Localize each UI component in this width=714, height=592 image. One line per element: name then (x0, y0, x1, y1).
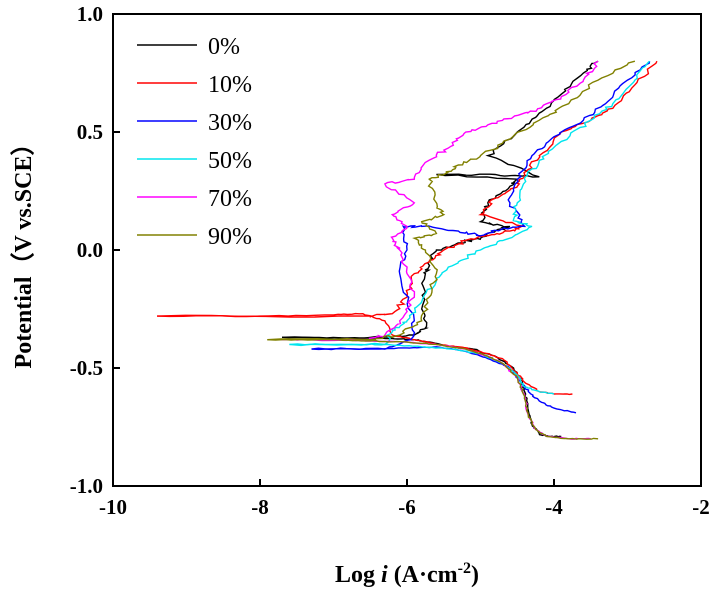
x-tick-label: -4 (545, 495, 563, 519)
series-30pct-cathodic-line (311, 346, 577, 414)
legend-label-10pct: 10% (208, 72, 252, 98)
legend-label-30pct: 30% (208, 110, 252, 136)
series-70pct-anodic-line (274, 60, 599, 342)
series-70pct-cathodic-line (274, 338, 591, 440)
x-axis-label: Log i (A·cm-2) (335, 560, 479, 588)
series-layer (157, 60, 658, 440)
legend-label-70pct: 70% (208, 186, 252, 212)
series-10pct-cathodic-line (157, 312, 573, 396)
x-tick-label: -8 (251, 495, 269, 519)
legend: 0% 10% 30% 50% 70% 90% (137, 34, 252, 250)
legend-label-50pct: 50% (208, 148, 252, 174)
x-tick-label: -2 (692, 495, 710, 519)
series-90pct-anodic-line (267, 60, 636, 341)
series-90pct-cathodic-line (267, 338, 599, 440)
y-axis-label: Potential（V vs.SCE） (10, 132, 37, 369)
series-30pct-anodic-line (311, 61, 651, 351)
legend-label-0pct: 0% (208, 34, 240, 60)
series-50pct-anodic-line (289, 60, 650, 347)
axis-ticks: -10 -8 -6 -4 -2 1.0 0.5 0.0 -0.5 -1.0 (70, 2, 710, 519)
y-tick-label: -0.5 (70, 356, 103, 380)
y-tick-label: -1.0 (70, 474, 103, 498)
series-0pct-cathodic-line (281, 336, 562, 438)
legend-label-90pct: 90% (208, 224, 252, 250)
x-tick-label: -6 (398, 495, 416, 519)
y-tick-label: 0.0 (77, 238, 103, 262)
y-tick-label: 0.5 (77, 120, 103, 144)
x-tick-label: -10 (99, 495, 127, 519)
y-tick-label: 1.0 (77, 2, 103, 26)
